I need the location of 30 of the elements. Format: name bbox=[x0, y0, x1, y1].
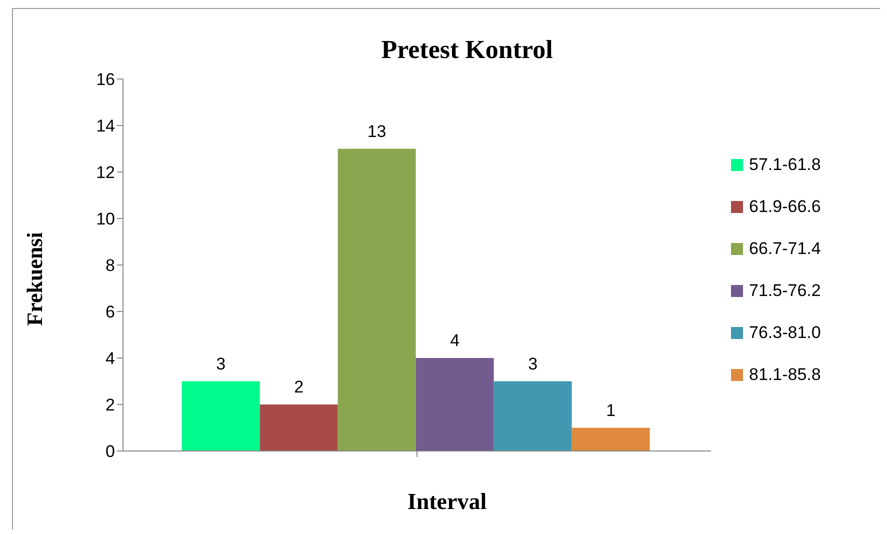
y-tick-label: 12 bbox=[96, 163, 115, 182]
legend-label: 61.9-66.6 bbox=[749, 197, 821, 217]
bar bbox=[494, 381, 572, 451]
bar bbox=[572, 428, 650, 451]
bar bbox=[416, 358, 494, 451]
data-label: 3 bbox=[216, 354, 226, 374]
y-tick-label: 10 bbox=[96, 210, 115, 229]
y-tick-label: 2 bbox=[106, 396, 115, 415]
y-tick-label: 14 bbox=[96, 116, 115, 136]
y-tick-label: 0 bbox=[106, 442, 115, 462]
data-label: 3 bbox=[528, 354, 538, 374]
data-label: 1 bbox=[606, 400, 616, 420]
y-tick-label: 4 bbox=[106, 349, 115, 368]
y-tick-label: 16 bbox=[96, 70, 115, 90]
bar bbox=[260, 404, 338, 451]
bar bbox=[182, 381, 260, 451]
legend-label: 57.1-61.8 bbox=[749, 155, 821, 175]
chart-title: Pretest Kontrol bbox=[380, 35, 554, 65]
y-axis-title: Frekuensi bbox=[22, 232, 48, 326]
x-axis-title: Interval bbox=[406, 489, 488, 515]
legend-label: 71.5-76.2 bbox=[749, 281, 821, 301]
bar bbox=[338, 148, 416, 451]
y-tick-label: 8 bbox=[106, 256, 115, 276]
data-label: 13 bbox=[367, 122, 386, 141]
data-label: 4 bbox=[450, 331, 460, 350]
legend-label: 66.7-71.4 bbox=[749, 239, 821, 259]
y-tick-label: 6 bbox=[106, 302, 115, 322]
legend-label: 81.1-85.8 bbox=[749, 365, 821, 385]
legend-label: 76.3-81.0 bbox=[749, 323, 821, 343]
data-label: 2 bbox=[294, 378, 304, 396]
